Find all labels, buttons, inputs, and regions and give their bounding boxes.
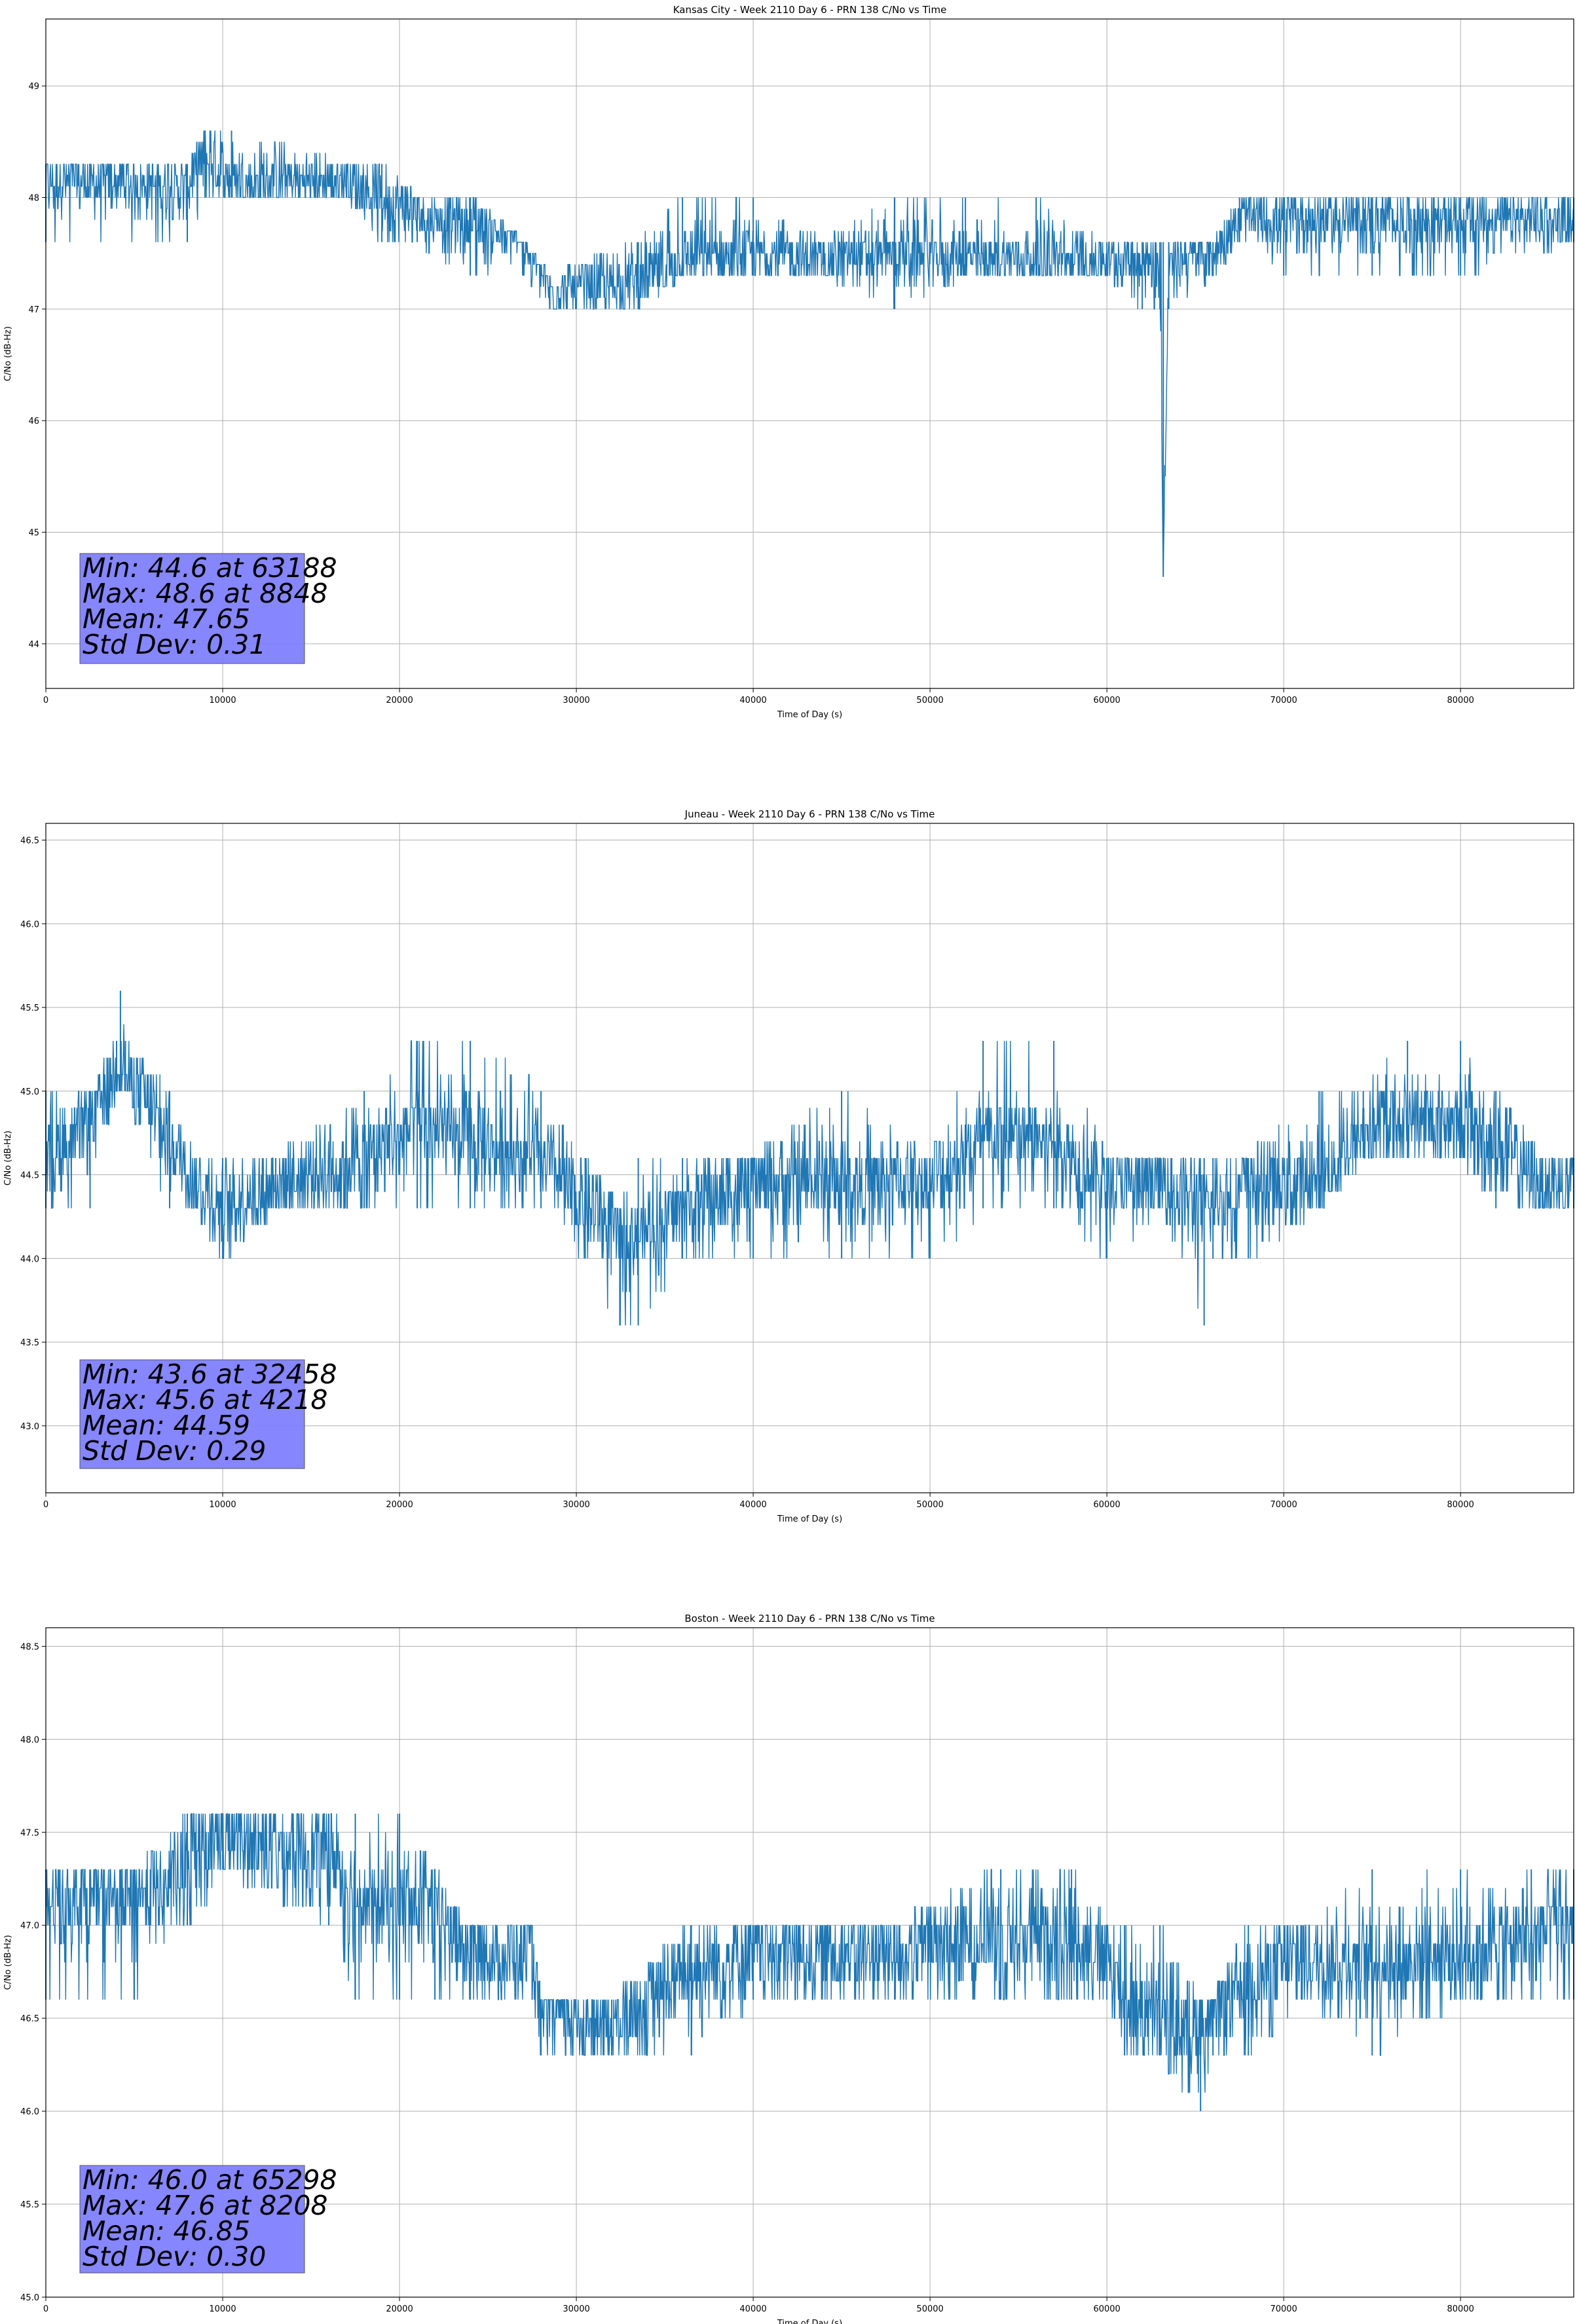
plot-frame xyxy=(45,18,1574,689)
y-tick-label: 49 xyxy=(28,82,39,92)
x-tick-label: 30000 xyxy=(563,696,589,705)
y-tick-label: 47.0 xyxy=(20,1921,39,1931)
y-tick-label: 44.5 xyxy=(20,1171,39,1181)
stats-line: Max: 45.6 at 4218 xyxy=(83,1384,328,1415)
cno-series-line xyxy=(45,1813,1574,2093)
y-axis-label: C/No (dB-Hz) xyxy=(3,1131,13,1186)
stats-box xyxy=(79,2165,305,2274)
x-tick-label: 80000 xyxy=(1447,1500,1474,1510)
y-tick-label: 46.0 xyxy=(20,2107,39,2117)
x-tick-label: 20000 xyxy=(386,2304,413,2314)
y-axis-label: C/No (dB-Hz) xyxy=(3,326,13,381)
chart-title: Juneau - Week 2110 Day 6 - PRN 138 C/No … xyxy=(684,808,935,820)
y-tick-label: 44.0 xyxy=(20,1254,39,1264)
y-tick-label: 47.5 xyxy=(20,1828,39,1838)
y-tick-label: 46.5 xyxy=(20,836,39,846)
y-tick-label: 45.5 xyxy=(20,2200,39,2210)
x-tick-label: 50000 xyxy=(916,1500,943,1510)
y-tick-label: 45.0 xyxy=(20,2293,39,2303)
stats-line: Mean: 46.85 xyxy=(83,2215,250,2247)
x-tick-label: 0 xyxy=(43,696,48,705)
stats-line: Mean: 44.59 xyxy=(83,1410,250,1441)
x-tick-label: 50000 xyxy=(916,2304,943,2314)
y-tick-label: 48.5 xyxy=(20,1642,39,1652)
chart-panel-1: 0 10000 20000 30000 40000 50000 60000 70000 8000… xyxy=(3,4,1574,720)
plot-frame xyxy=(45,1627,1574,2298)
x-axis-label: Time of Day (s) xyxy=(777,1514,842,1524)
y-tick-label: 45 xyxy=(28,529,39,538)
y-tick-label: 44 xyxy=(28,640,39,650)
x-tick-label: 10000 xyxy=(209,2304,236,2314)
x-tick-label: 40000 xyxy=(739,1500,766,1510)
x-tick-label: 60000 xyxy=(1093,696,1120,705)
stats-line: Std Dev: 0.29 xyxy=(83,1435,266,1467)
x-tick-label: 20000 xyxy=(386,1500,413,1510)
x-tick-label: 0 xyxy=(43,1500,48,1510)
y-axis-label: C/No (dB-Hz) xyxy=(3,1935,13,1990)
y-tick-label: 46.5 xyxy=(20,2014,39,2024)
x-axis-label: Time of Day (s) xyxy=(777,710,842,720)
x-tick-label: 70000 xyxy=(1270,1500,1297,1510)
y-tick-label: 48 xyxy=(28,194,39,204)
y-tick-label: 47 xyxy=(28,305,39,315)
stats-box xyxy=(79,1359,305,1469)
x-tick-label: 70000 xyxy=(1270,2304,1297,2314)
x-tick-label: 10000 xyxy=(209,1500,236,1510)
stats-line: Min: 44.6 at 63188 xyxy=(83,552,337,584)
y-tick-label: 43.0 xyxy=(20,1422,39,1432)
x-axis-label: Time of Day (s) xyxy=(777,2319,842,2324)
y-tick-label: 46.0 xyxy=(20,920,39,929)
y-tick-label: 46 xyxy=(28,417,39,426)
stats-line: Std Dev: 0.30 xyxy=(83,2241,266,2272)
x-tick-label: 0 xyxy=(43,2304,48,2314)
y-tick-label: 45.5 xyxy=(20,1003,39,1013)
chart-panel-3: 0 10000 20000 30000 40000 50000 60000 70000 8000… xyxy=(3,1613,1574,2324)
x-tick-label: 60000 xyxy=(1093,1500,1120,1510)
stats-line: Max: 47.6 at 8208 xyxy=(83,2190,328,2221)
stats-line: Std Dev: 0.31 xyxy=(83,629,266,660)
plot-frame xyxy=(45,823,1574,1493)
x-tick-label: 50000 xyxy=(916,696,943,705)
x-tick-label: 80000 xyxy=(1447,696,1474,705)
y-tick-label: 48.0 xyxy=(20,1735,39,1745)
x-tick-label: 40000 xyxy=(739,696,766,705)
x-tick-label: 40000 xyxy=(739,2304,766,2314)
x-tick-label: 10000 xyxy=(209,696,236,705)
stats-box xyxy=(79,553,305,664)
chart-title: Boston - Week 2110 Day 6 - PRN 138 C/No … xyxy=(684,1613,935,1624)
stats-line: Max: 48.6 at 8848 xyxy=(83,578,328,609)
x-tick-label: 20000 xyxy=(386,696,413,705)
x-tick-label: 60000 xyxy=(1093,2304,1120,2314)
x-tick-label: 70000 xyxy=(1270,696,1297,705)
cno-series-line xyxy=(45,130,1574,577)
x-tick-label: 80000 xyxy=(1447,2304,1474,2314)
chart-panel-2: 0 10000 20000 30000 40000 50000 60000 70000 8000… xyxy=(3,808,1574,1524)
x-tick-label: 30000 xyxy=(563,2304,589,2314)
x-tick-label: 30000 xyxy=(563,1500,589,1510)
chart-title: Kansas City - Week 2110 Day 6 - PRN 138 … xyxy=(673,4,947,16)
stats-line: Min: 46.0 at 65298 xyxy=(83,2164,337,2196)
stats-line: Min: 43.6 at 32458 xyxy=(83,1359,337,1390)
y-tick-label: 43.5 xyxy=(20,1338,39,1348)
y-tick-label: 45.0 xyxy=(20,1087,39,1097)
stats-line: Mean: 47.65 xyxy=(83,603,250,635)
